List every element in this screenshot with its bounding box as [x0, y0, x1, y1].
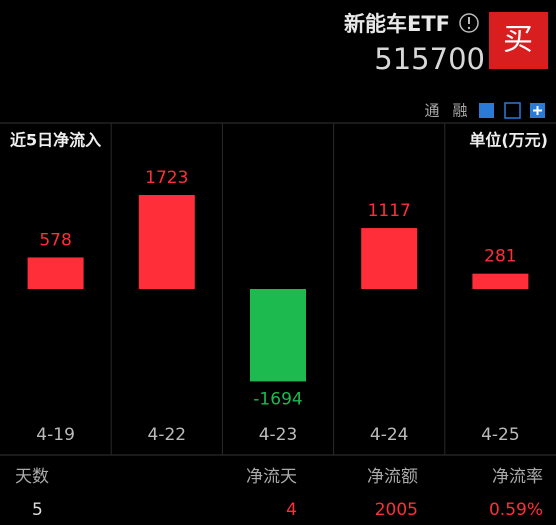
summary-header: 净流天 — [246, 467, 297, 487]
bar — [138, 195, 195, 289]
bar — [27, 257, 84, 289]
summary-value: 4 — [286, 500, 297, 520]
x-tick-label: 4-23 — [259, 425, 298, 445]
info-icon-dot — [467, 26, 471, 30]
x-tick-label: 4-25 — [481, 425, 520, 445]
summary-header: 净流率 — [492, 467, 543, 487]
add-icon-plus — [533, 106, 542, 115]
tool-tong[interactable]: 通 — [424, 102, 439, 120]
x-tick-label: 4-24 — [370, 425, 409, 445]
buy-label[interactable]: 买 — [503, 23, 533, 58]
summary-table: 天数 5 净流天 4 净流额 2005 净流率 0.59% — [15, 467, 543, 520]
x-tick-label: 4-19 — [36, 425, 75, 445]
value-label: 281 — [484, 247, 516, 267]
fund-code: 515700 — [374, 42, 485, 76]
alert-icon[interactable] — [504, 102, 521, 119]
buy-button[interactable] — [489, 12, 548, 69]
summary-header: 净流额 — [367, 467, 418, 487]
bar — [361, 228, 418, 289]
tool-rong[interactable]: 融 — [452, 102, 467, 120]
summary-value: 5 — [32, 500, 43, 520]
x-tick-label: 4-22 — [148, 425, 187, 445]
bar — [250, 289, 306, 382]
summary-value: 0.59% — [489, 500, 543, 520]
summary-value: 2005 — [375, 500, 418, 520]
summary-header: 天数 — [15, 467, 49, 487]
edit-icon[interactable] — [479, 103, 494, 118]
unit-label: 单位(万元) — [469, 131, 548, 150]
chart: 近5日净流入 单位(万元) 578 4-19 1723 4-22 -1694 4-23 11… — [10, 123, 548, 455]
fund-name: 新能车ETF — [344, 12, 450, 36]
value-label: 1117 — [368, 201, 411, 221]
info-icon[interactable] — [459, 13, 479, 33]
value-label: 578 — [39, 230, 71, 250]
value-label: 1723 — [145, 168, 188, 188]
value-label: -1694 — [253, 389, 302, 409]
chart-title: 近5日净流入 — [10, 131, 101, 150]
bar — [472, 273, 529, 289]
